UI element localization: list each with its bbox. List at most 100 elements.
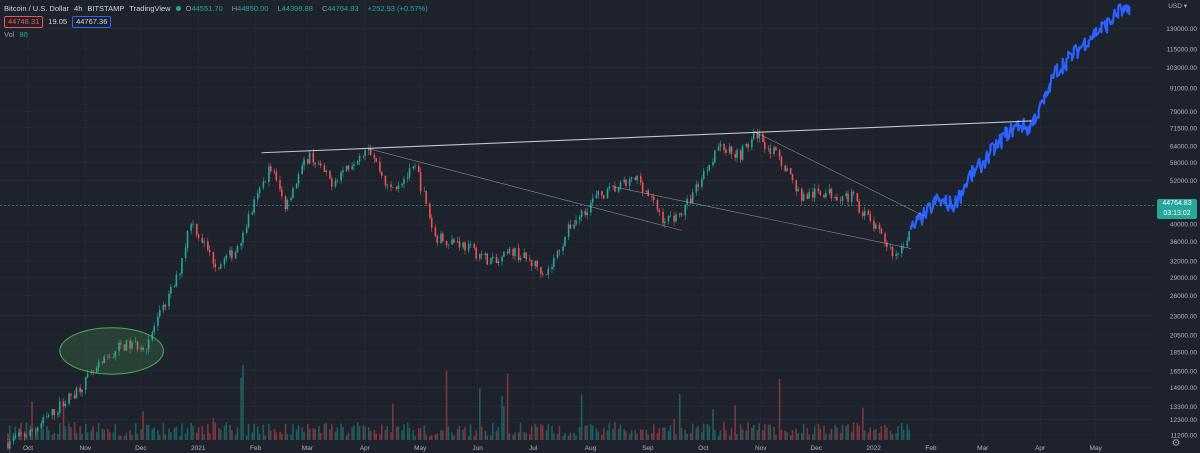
candle-body [223,258,226,265]
gear-icon[interactable]: ⚙ [1171,438,1181,449]
volume-bar [590,424,592,440]
price-tick-label: 40000.00 [1170,222,1197,229]
volume-bar [203,434,205,440]
volume-bar [806,427,809,440]
candle-body [425,191,427,204]
volume-bar [908,429,910,440]
volume-bar [652,424,655,440]
resistance-trendline[interactable] [261,120,1032,154]
volume-bar [364,426,366,440]
volume-label[interactable]: Vol [4,30,15,39]
volume-bar [401,430,403,440]
candle-body [134,341,137,343]
candle-body [745,143,748,147]
candle-body [197,234,200,238]
volume-bar [484,430,487,440]
candle-body [9,440,11,449]
volume-bar [852,422,855,440]
candle-body [712,162,714,166]
volume-bar [301,427,304,440]
candle-body [231,250,233,259]
volume-bar [475,430,477,440]
candle-body [384,175,387,186]
volume-bar [368,427,370,440]
ask-button[interactable]: 44767.36 [72,15,112,28]
candle-body [806,194,809,199]
volume-bar [218,428,220,440]
volume-bar [823,425,825,440]
candle-body [345,165,348,171]
channel-trendline[interactable] [614,186,912,249]
channel-trendline[interactable] [753,131,925,217]
candle-body [319,163,322,166]
candle-body [508,248,511,254]
candle-body [301,165,304,175]
symbol-name[interactable]: Bitcoin / U.S. Dollar [4,4,70,13]
price-axis[interactable]: 130000.00 115000.00 103000.00 91000.00 79000… [1166,26,1197,439]
volume-bar [673,418,675,440]
projection-line [909,3,1131,231]
volume-bar [31,401,33,440]
volume-bar [636,433,638,440]
volume-bar [858,425,860,440]
candle-body [142,347,144,350]
volume-bar [573,432,576,440]
volume-bar [834,424,836,440]
volume-bar [664,427,666,440]
volume-bar [397,426,400,440]
interval[interactable]: 4h [74,4,83,13]
volume-bar [103,429,106,440]
currency-selector[interactable]: USD ▾ [1168,2,1187,10]
volume-bar [706,423,709,440]
open-label: O [185,4,192,13]
volume-bar [68,423,70,440]
volume-bar [641,429,644,440]
time-tick-label: Oct [23,445,33,452]
volume-bar [445,370,448,440]
candle-body [275,172,278,181]
time-axis[interactable]: Oct Nov Dec 2021 Feb Mar Apr May Jun Jul Aug Sep Oct… [23,445,1103,452]
candle-body [358,155,361,162]
volume-bar [430,435,433,440]
candle-body [451,239,453,245]
channel-trendline[interactable] [368,148,682,231]
time-tick-label: Dec [135,445,147,452]
candle-body [841,196,844,201]
bar-countdown: 03:13:02 [1163,210,1191,218]
candle-body [325,170,328,173]
candle-body [390,184,392,187]
candle-body [697,184,699,187]
time-tick-label: Aug [585,445,597,452]
candle-body [808,191,810,199]
volume-bar [423,425,426,440]
candle-body [258,187,261,194]
candle-body [723,143,725,150]
volume-bar [739,424,742,440]
volume-bar [891,433,894,440]
candle-body [830,188,833,199]
volume-bar [841,424,844,440]
highlight-ellipse[interactable] [59,327,164,375]
candle-body [590,202,592,213]
volume-bar [225,422,228,440]
volume-bar [614,422,616,440]
volume-bar [458,425,461,440]
volume-bar [212,418,215,440]
volume-bar [75,433,78,440]
bid-button[interactable]: 44748.31 [4,15,44,28]
candle-body [547,269,550,275]
volume-bar [264,435,266,440]
volume-bar [97,423,100,440]
candle-body [342,170,344,173]
candle-body [379,161,381,172]
data-source: TradingView [129,4,171,13]
candle-body [129,340,131,349]
candle-body [70,393,72,396]
volume-bar [595,428,598,440]
candle-body [900,246,903,254]
volume-bar [497,427,500,440]
volume-bar [42,428,44,440]
volume-bar [619,424,622,440]
candle-body [819,191,822,195]
